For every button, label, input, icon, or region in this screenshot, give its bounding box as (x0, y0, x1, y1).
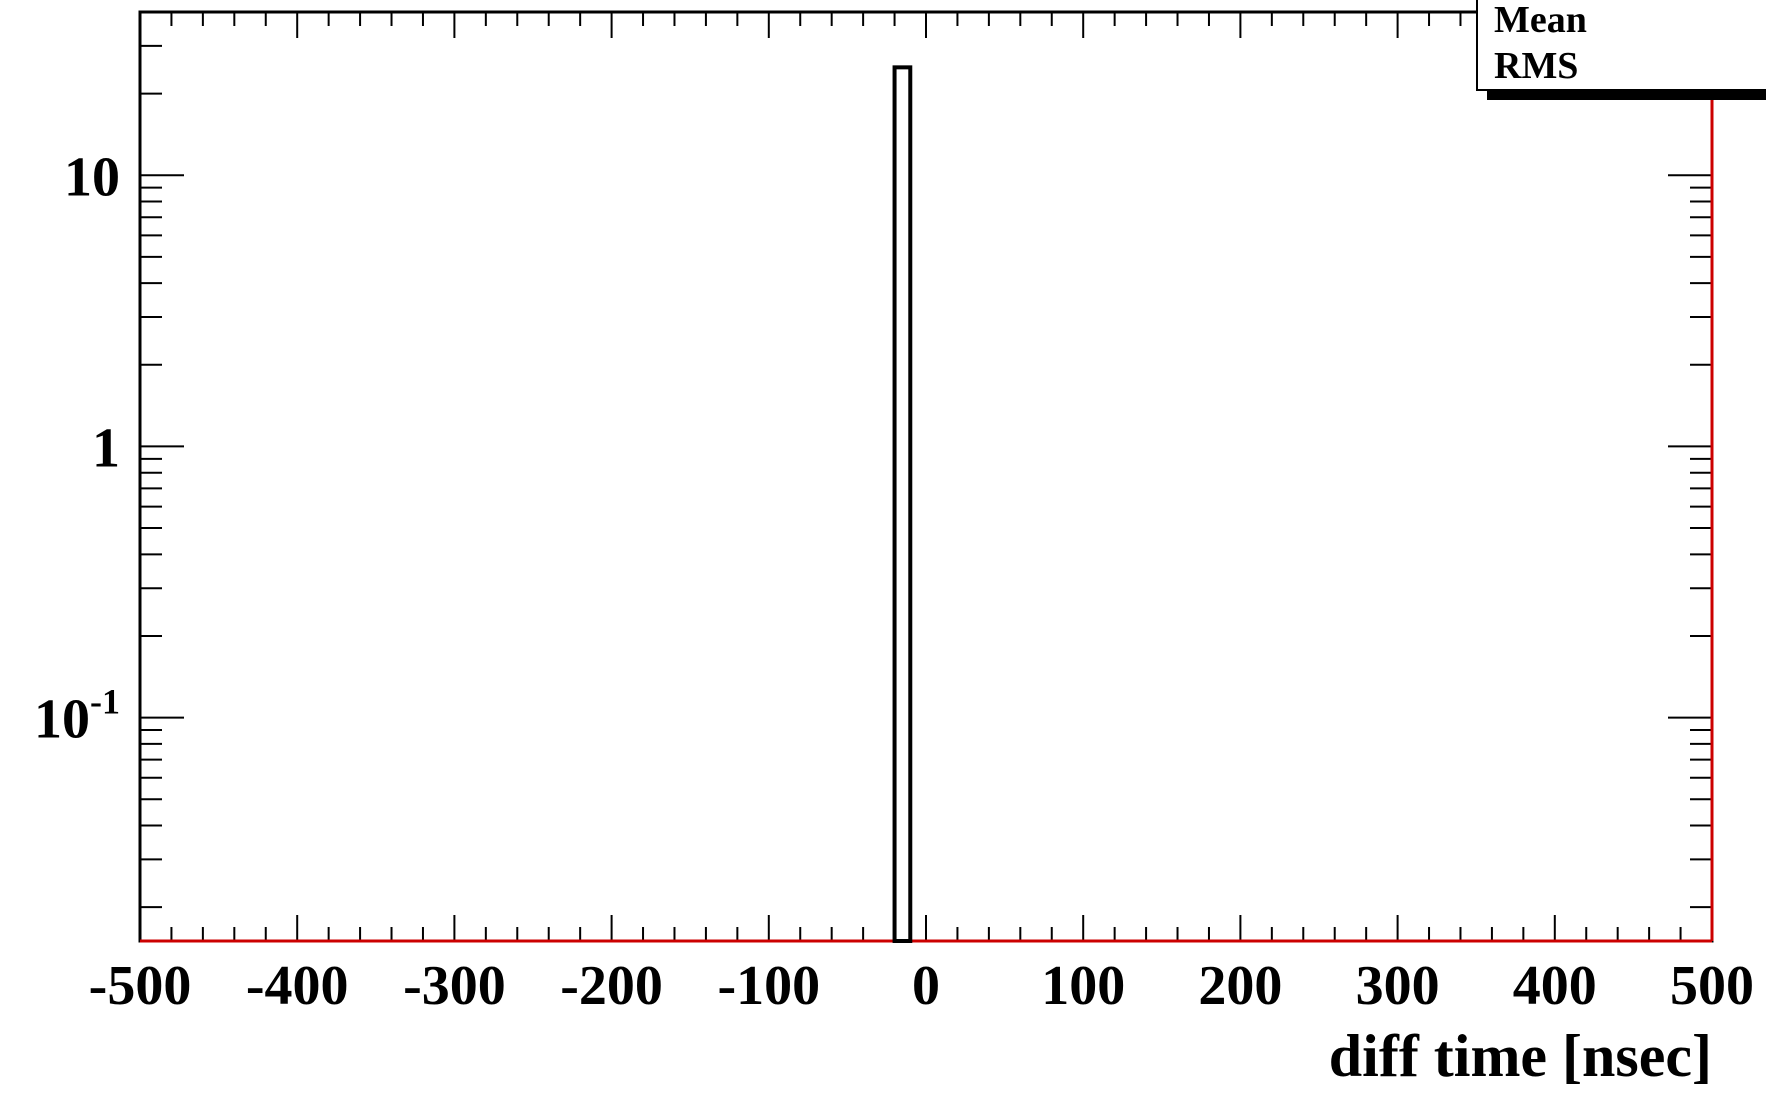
y-tick-labels: 10 1 10-1 (34, 146, 120, 750)
x-axis-title: diff time [nsec] (1329, 1023, 1712, 1089)
baseline-lines (140, 12, 1714, 943)
x-tick-label: -200 (560, 955, 663, 1017)
stats-label: Mean (1494, 0, 1587, 41)
histogram-bin (892, 65, 913, 943)
x-tick-label: -300 (403, 955, 506, 1017)
x-tick-label: 400 (1513, 955, 1597, 1017)
y-tick-label: 1 (92, 417, 120, 479)
x-tick-label: 0 (912, 955, 940, 1017)
x-tick-label: 100 (1041, 955, 1125, 1017)
x-tick-label: -400 (246, 955, 349, 1017)
y-tick-label: 10-1 (34, 682, 120, 751)
x-tick-labels: -500 -400 -300 -200 -100 0 100 200 300 400 500 (89, 955, 1754, 1017)
frame-rect (138, 10, 1714, 943)
stats-box-panel (1476, 0, 1766, 91)
x-tick-label: 500 (1670, 955, 1754, 1017)
plot-frame (138, 10, 1714, 943)
stats-label: RMS (1494, 45, 1578, 87)
x-tick-label: 300 (1356, 955, 1440, 1017)
x-tick-label: 200 (1198, 955, 1282, 1017)
axis-ticks (139, 11, 1713, 941)
x-tick-label: -500 (89, 955, 192, 1017)
histogram-bins (892, 65, 913, 943)
y-tick-label: 10 (64, 146, 120, 208)
x-tick-label: -100 (717, 955, 820, 1017)
